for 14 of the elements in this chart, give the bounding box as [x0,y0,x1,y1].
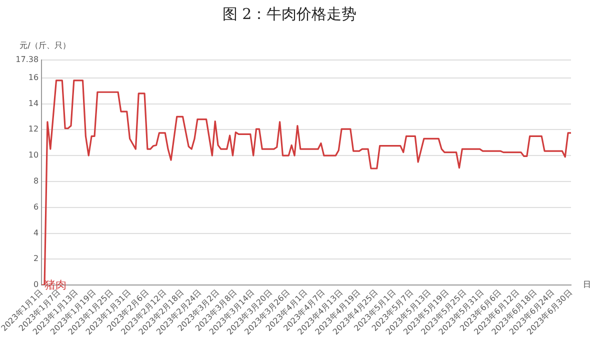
y-axis-title: 元/（斤、只） [20,41,70,50]
y-tick-label: 17.38 [16,55,39,64]
y-tick-label: 0 [33,280,39,290]
chart-title: 图 2：牛肉价格走势 [222,4,357,23]
y-tick-label: 14 [28,98,39,108]
y-tick-label: 10 [28,150,39,160]
y-tick-label: 8 [33,176,39,186]
y-tick-label: 12 [28,124,39,134]
x-axis-title: 日 [583,280,591,290]
y-tick-label: 6 [33,202,39,212]
y-tick-label: 2 [33,254,39,264]
series-label: 猪肉 [44,278,67,292]
y-tick-label: 16 [28,72,39,82]
y-tick-label: 4 [33,228,39,238]
